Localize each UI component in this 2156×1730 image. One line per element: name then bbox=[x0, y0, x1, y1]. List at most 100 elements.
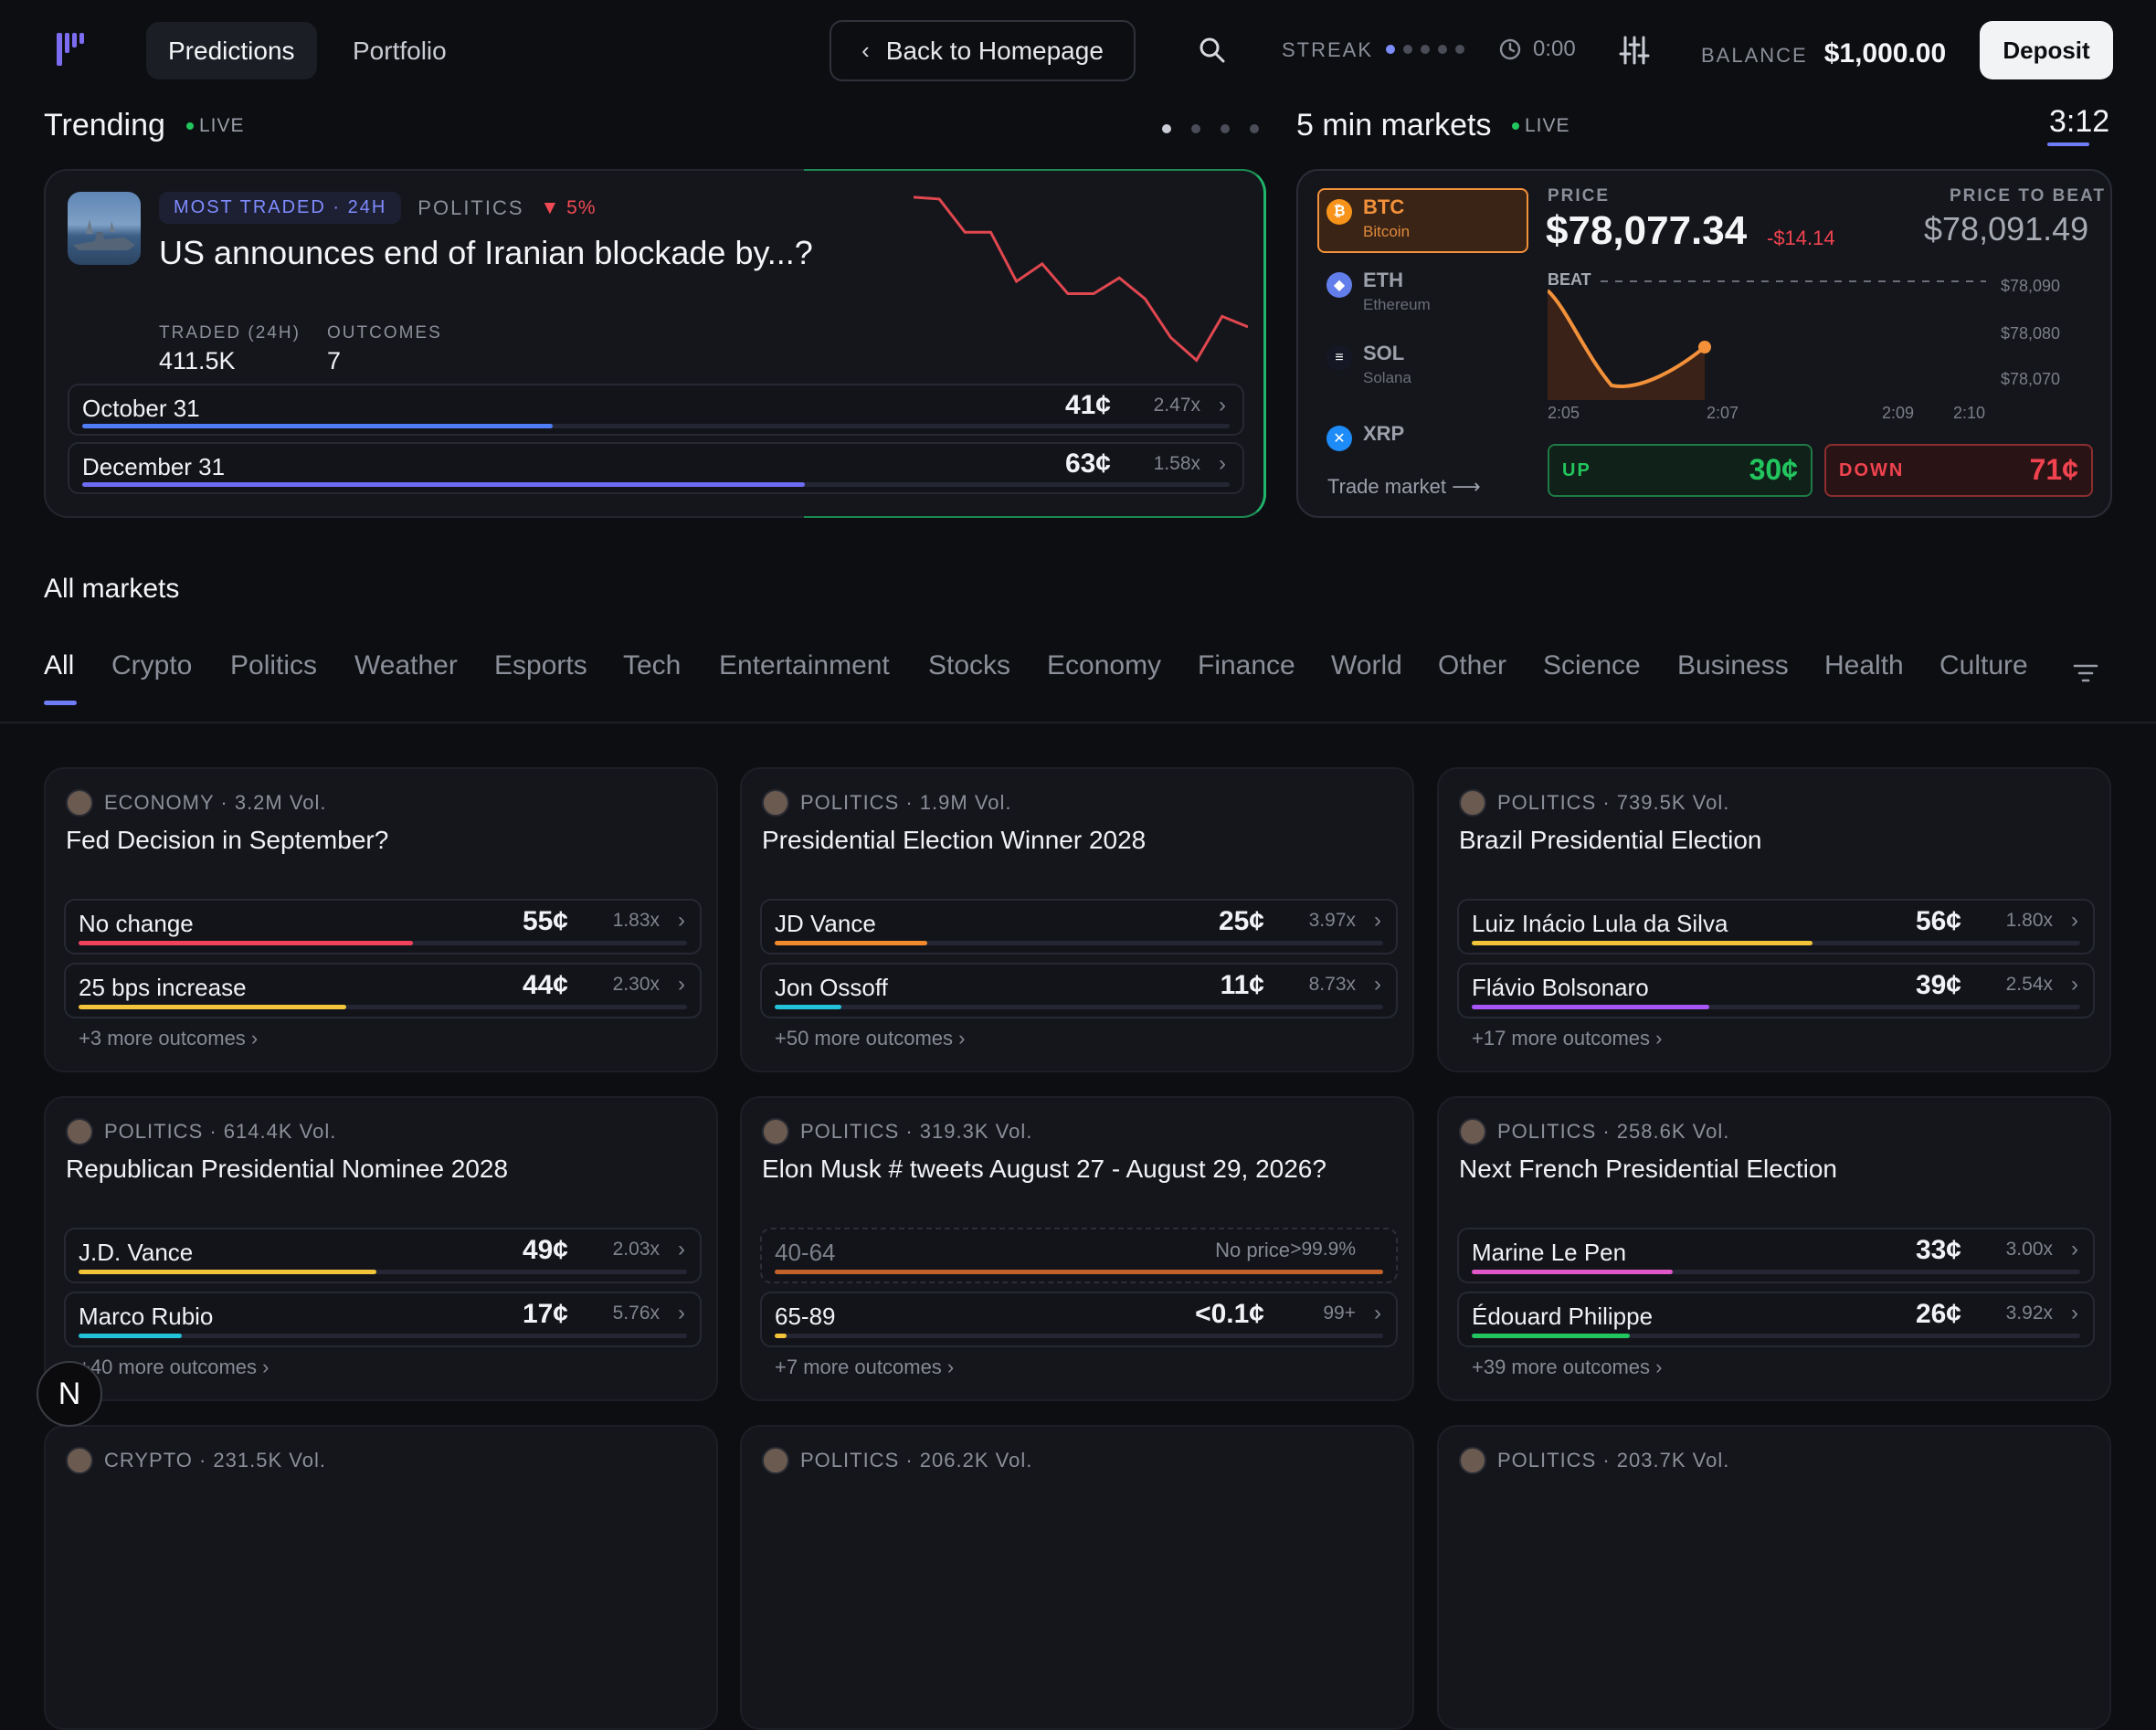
outcome-row[interactable]: Luiz Inácio Lula da Silva 56¢ 1.80x › bbox=[1457, 899, 2095, 955]
market-card[interactable]: POLITICS · 258.6K Vol. Next French Presid… bbox=[1437, 1096, 2111, 1401]
category-tab-science[interactable]: Science bbox=[1543, 650, 1641, 680]
search-icon[interactable] bbox=[1199, 37, 1226, 64]
trending-carousel-dots[interactable] bbox=[1162, 124, 1259, 133]
five-min-title: 5 min markets bbox=[1296, 108, 1492, 142]
category-tab-tech[interactable]: Tech bbox=[623, 650, 682, 680]
market-card[interactable]: POLITICS · 319.3K Vol. Elon Musk # tweets… bbox=[740, 1096, 1414, 1401]
balance-value: $1,000.00 bbox=[1823, 38, 1947, 69]
category-tab-finance[interactable]: Finance bbox=[1198, 650, 1295, 680]
category-tab-esports[interactable]: Esports bbox=[494, 650, 587, 680]
market-avatar bbox=[762, 1447, 789, 1474]
trending-outcome-row[interactable]: October 31 41¢ 2.47x › bbox=[68, 384, 1244, 436]
filter-icon[interactable] bbox=[2072, 661, 2099, 685]
streak-dots bbox=[1386, 42, 1473, 58]
trending-outcome-row[interactable]: December 31 63¢ 1.58x › bbox=[68, 442, 1244, 494]
trending-title: Trending bbox=[44, 108, 165, 142]
category-tab-stocks[interactable]: Stocks bbox=[928, 650, 1011, 680]
market-card[interactable]: POLITICS · 206.2K Vol. bbox=[740, 1425, 1414, 1730]
outcome-row[interactable]: Jon Ossoff 11¢ 8.73x › bbox=[760, 963, 1398, 1018]
sliders-icon[interactable] bbox=[1619, 35, 1650, 66]
market-card[interactable]: POLITICS · 203.7K Vol. bbox=[1437, 1425, 2111, 1730]
category-tab-weather[interactable]: Weather bbox=[354, 650, 458, 680]
outcome-row[interactable]: Marco Rubio 17¢ 5.76x › bbox=[64, 1292, 702, 1347]
more-outcomes-link[interactable]: +40 more outcomes › bbox=[79, 1356, 270, 1378]
coin-item-sol[interactable]: ≡ SOL Solana bbox=[1326, 342, 1411, 387]
probability-track bbox=[1472, 1334, 2080, 1338]
outcome-row[interactable]: 25 bps increase 44¢ 2.30x › bbox=[64, 963, 702, 1018]
category-tab-all[interactable]: All bbox=[44, 650, 75, 680]
outcome-row[interactable]: 65-89 <0.1¢ 99+ › bbox=[760, 1292, 1398, 1347]
outcome-row[interactable]: 40-64 No price >99.9% bbox=[760, 1228, 1398, 1283]
outcome-row[interactable]: Édouard Philippe 26¢ 3.92x › bbox=[1457, 1292, 2095, 1347]
category-tab-other[interactable]: Other bbox=[1438, 650, 1507, 680]
x-tick: 2:09 bbox=[1882, 404, 1915, 422]
outcome-row[interactable]: No change 55¢ 1.83x › bbox=[64, 899, 702, 955]
app-logo[interactable] bbox=[53, 31, 88, 68]
buy-down-button[interactable]: DOWN 71¢ bbox=[1824, 444, 2093, 497]
market-card[interactable]: POLITICS · 614.4K Vol. Republican Preside… bbox=[44, 1096, 718, 1401]
market-meta: POLITICS · 203.7K Vol. bbox=[1459, 1447, 1729, 1474]
outcome-row[interactable]: Marine Le Pen 33¢ 3.00x › bbox=[1457, 1228, 2095, 1283]
outcome-price: 26¢ bbox=[1915, 1299, 1961, 1329]
trending-meta-row: MOST TRADED · 24H POLITICS ▼ 5% bbox=[159, 192, 597, 224]
market-title[interactable]: Republican Presidential Nominee 2028 bbox=[66, 1155, 509, 1183]
market-category-volume: POLITICS · 739.5K Vol. bbox=[1497, 791, 1730, 814]
coin-item-eth[interactable]: ◆ ETH Ethereum bbox=[1326, 269, 1431, 314]
market-category-volume: POLITICS · 206.2K Vol. bbox=[800, 1449, 1033, 1472]
probability-fill bbox=[1472, 1270, 1673, 1274]
xrp-icon: ✕ bbox=[1326, 426, 1352, 451]
nav-tab-portfolio[interactable]: Portfolio bbox=[353, 36, 447, 65]
market-avatar bbox=[762, 1118, 789, 1145]
trade-market-link[interactable]: Trade market ⟶ bbox=[1327, 475, 1481, 498]
buy-up-button[interactable]: UP 30¢ bbox=[1548, 444, 1813, 497]
market-title[interactable]: Fed Decision in September? bbox=[66, 826, 389, 854]
outcome-multiplier: 5.76x bbox=[612, 1303, 660, 1324]
coin-item-xrp[interactable]: ✕ XRP bbox=[1326, 422, 1404, 451]
market-meta: POLITICS · 319.3K Vol. bbox=[762, 1118, 1032, 1145]
probability-fill bbox=[82, 424, 553, 428]
market-card[interactable]: CRYPTO · 231.5K Vol. bbox=[44, 1425, 718, 1730]
market-card[interactable]: POLITICS · 1.9M Vol. Presidential Electio… bbox=[740, 767, 1414, 1072]
category-tab-culture[interactable]: Culture bbox=[1939, 650, 2028, 680]
market-card[interactable]: POLITICS · 739.5K Vol. Brazil Presidentia… bbox=[1437, 767, 2111, 1072]
chevron-right-icon: › bbox=[678, 908, 685, 933]
market-title[interactable]: Next French Presidential Election bbox=[1459, 1155, 1837, 1183]
deposit-button[interactable]: Deposit bbox=[1980, 21, 2113, 79]
balance: BALANCE $1,000.00 bbox=[1701, 38, 1946, 69]
dev-tools-badge[interactable]: N bbox=[37, 1361, 102, 1427]
more-outcomes-link[interactable]: +39 more outcomes › bbox=[1472, 1356, 1663, 1378]
outcome-row[interactable]: JD Vance 25¢ 3.97x › bbox=[760, 899, 1398, 955]
coin-item-btc[interactable]: ₿ BTC Bitcoin bbox=[1326, 195, 1410, 241]
more-outcomes-link[interactable]: +3 more outcomes › bbox=[79, 1027, 259, 1050]
category-tab-crypto[interactable]: Crypto bbox=[111, 650, 193, 680]
category-tab-entertainment[interactable]: Entertainment bbox=[719, 650, 890, 680]
round-countdown: 3:12 bbox=[2049, 104, 2110, 139]
market-title[interactable]: Presidential Election Winner 2028 bbox=[762, 826, 1147, 854]
outcome-label: Marco Rubio bbox=[79, 1303, 214, 1330]
back-to-homepage-button[interactable]: ‹ Back to Homepage bbox=[830, 20, 1136, 81]
category-tab-world[interactable]: World bbox=[1331, 650, 1402, 680]
market-card[interactable]: ECONOMY · 3.2M Vol. Fed Decision in Septe… bbox=[44, 767, 718, 1072]
x-tick: 2:10 bbox=[1953, 404, 1986, 422]
current-price: $78,077.34 bbox=[1546, 208, 1748, 253]
more-outcomes-link[interactable]: +7 more outcomes › bbox=[775, 1356, 955, 1378]
nav-tab-predictions[interactable]: Predictions bbox=[146, 22, 317, 79]
probability-track bbox=[775, 941, 1383, 945]
trending-question[interactable]: US announces end of Iranian blockade by.… bbox=[159, 234, 813, 271]
category-tab-business[interactable]: Business bbox=[1677, 650, 1789, 680]
market-meta: POLITICS · 1.9M Vol. bbox=[762, 789, 1012, 817]
category-tab-economy[interactable]: Economy bbox=[1047, 650, 1162, 680]
outcome-row[interactable]: Flávio Bolsonaro 39¢ 2.54x › bbox=[1457, 963, 2095, 1018]
y-tick: $78,090 bbox=[2001, 277, 2061, 295]
outcome-price: 63¢ bbox=[1064, 448, 1111, 479]
market-meta: POLITICS · 739.5K Vol. bbox=[1459, 789, 1729, 817]
category-tab-health[interactable]: Health bbox=[1824, 650, 1904, 680]
market-title[interactable]: Brazil Presidential Election bbox=[1459, 826, 1762, 854]
more-outcomes-link[interactable]: +50 more outcomes › bbox=[775, 1027, 966, 1050]
outcome-price: 39¢ bbox=[1915, 970, 1961, 1000]
category-tab-politics[interactable]: Politics bbox=[230, 650, 318, 680]
probability-track bbox=[1472, 941, 2080, 945]
outcome-row[interactable]: J.D. Vance 49¢ 2.03x › bbox=[64, 1228, 702, 1283]
more-outcomes-link[interactable]: +17 more outcomes › bbox=[1472, 1027, 1663, 1050]
market-title[interactable]: Elon Musk # tweets August 27 - August 29… bbox=[762, 1155, 1326, 1183]
